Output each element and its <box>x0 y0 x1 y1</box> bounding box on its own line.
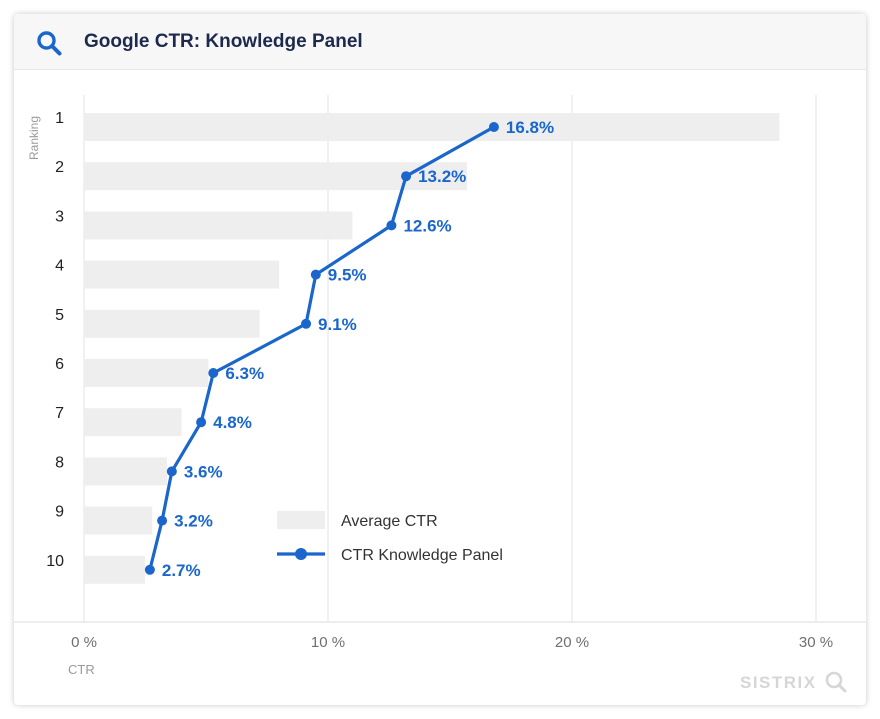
knowledge-panel-ctr-point <box>301 318 312 329</box>
average-ctr-bars <box>84 113 780 584</box>
average-ctr-bar <box>84 506 153 535</box>
knowledge-panel-ctr-point <box>196 417 207 428</box>
average-ctr-bar <box>84 309 260 338</box>
search-icon <box>37 31 62 56</box>
knowledge-panel-ctr-point <box>144 564 155 575</box>
knowledge-panel-ctr-point <box>386 220 397 231</box>
sistrix-logo-text: SISTRIX <box>740 673 817 692</box>
legend-label-knowledge-panel: CTR Knowledge Panel <box>341 547 503 564</box>
y-tick-label: 7 <box>55 405 64 422</box>
data-label: 13.2% <box>418 167 466 186</box>
y-axis-title: Ranking <box>27 116 41 160</box>
knowledge-panel-ctr-point <box>157 515 168 526</box>
data-label: 16.8% <box>506 118 554 137</box>
sistrix-logo: SISTRIX <box>740 671 847 693</box>
legend-swatch-knowledge-panel-point <box>295 548 307 560</box>
x-tick-label: 30 % <box>799 634 833 651</box>
data-labels: 16.8% 13.2% 12.6% 9.5% 9.1% 6.3% 4.8% 3.6% 3.2% 2… <box>162 118 554 580</box>
legend-label-average-ctr: Average CTR <box>341 513 438 530</box>
y-tick-label: 8 <box>55 454 64 471</box>
y-tick-label: 5 <box>55 307 64 324</box>
y-tick-label: 9 <box>55 504 64 521</box>
x-axis-title: CTR <box>68 662 95 677</box>
knowledge-panel-line <box>144 122 499 575</box>
x-tick-label: 0 % <box>71 634 97 651</box>
y-tick-label: 3 <box>55 208 64 225</box>
average-ctr-bar <box>84 555 145 584</box>
knowledge-panel-ctr-point <box>401 171 412 182</box>
data-label: 9.5% <box>328 266 367 285</box>
average-ctr-bar <box>84 457 167 486</box>
legend-swatch-average-ctr <box>277 511 325 529</box>
data-label: 9.1% <box>318 315 357 334</box>
data-label: 4.8% <box>213 413 252 432</box>
knowledge-panel-ctr-point <box>166 466 177 477</box>
knowledge-panel-ctr-point <box>488 122 499 132</box>
data-label: 2.7% <box>162 561 201 580</box>
chart-title: Google CTR: Knowledge Panel <box>84 31 363 52</box>
x-tick-label: 10 % <box>311 634 345 651</box>
average-ctr-bar <box>84 113 780 141</box>
y-tick-label: 4 <box>55 258 64 275</box>
average-ctr-bar <box>84 408 182 437</box>
y-tick-label: 6 <box>55 356 64 373</box>
y-tick-label: 10 <box>46 553 64 570</box>
knowledge-panel-ctr-point <box>208 368 219 378</box>
axes: 0 % 10 % 20 % 30 % CTR Ranking 1 2 3 4 5 6 7 8 9 10 <box>14 110 866 677</box>
data-label: 3.2% <box>174 512 213 531</box>
legend: Average CTR CTR Knowledge Panel <box>277 511 503 564</box>
average-ctr-bar <box>84 359 209 387</box>
x-tick-label: 20 % <box>555 634 589 651</box>
data-label: 3.6% <box>184 462 223 481</box>
knowledge-panel-ctr-point <box>310 269 321 280</box>
average-ctr-bar <box>84 260 280 289</box>
data-label: 12.6% <box>403 216 451 235</box>
y-tick-label: 1 <box>55 110 64 127</box>
y-tick-label: 2 <box>55 159 64 176</box>
card-header: Google CTR: Knowledge Panel <box>14 14 866 70</box>
knowledge-panel-ctr-line <box>148 125 495 571</box>
data-label: 6.3% <box>225 364 264 383</box>
average-ctr-bar <box>84 211 353 240</box>
